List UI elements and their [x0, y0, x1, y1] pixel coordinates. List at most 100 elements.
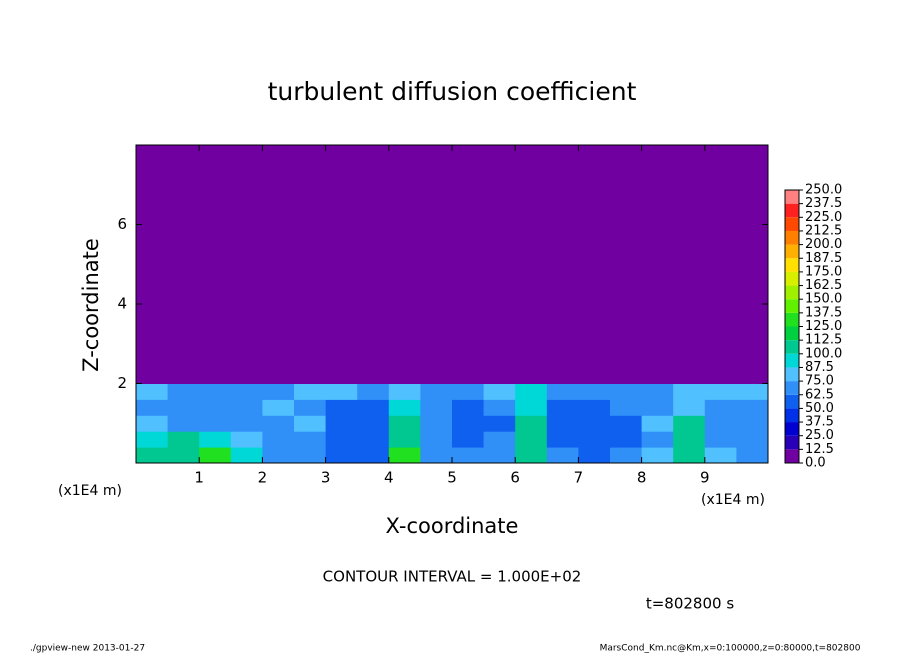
heatmap-cell: [546, 304, 579, 321]
heatmap-cell: [357, 224, 390, 241]
heatmap-cell: [420, 447, 453, 464]
heatmap-cell: [388, 288, 421, 305]
heatmap-cell: [388, 176, 421, 194]
heatmap-cell: [452, 415, 485, 432]
heatmap-cell: [230, 383, 263, 400]
heatmap-cell: [641, 367, 674, 384]
y-tick-label: 4: [117, 295, 127, 313]
heatmap-cell: [420, 224, 453, 241]
heatmap-cell: [388, 224, 421, 241]
heatmap-cell: [578, 319, 611, 337]
heatmap-cell: [357, 399, 390, 416]
heatmap-cell: [610, 351, 643, 369]
colorbar-label: 125.0: [805, 319, 842, 334]
colorbar-swatch: [785, 435, 799, 450]
heatmap-cell: [199, 224, 232, 241]
heatmap-cell: [294, 431, 327, 448]
heatmap-cell: [325, 192, 358, 210]
heatmap-cell: [294, 224, 327, 241]
heatmap-cell: [546, 415, 579, 432]
heatmap-cell: [546, 367, 579, 384]
heatmap-cell: [357, 145, 390, 162]
heatmap-cell: [483, 367, 516, 384]
heatmap-cell: [357, 415, 390, 432]
heatmap-cell: [736, 272, 769, 289]
heatmap-cell: [388, 240, 421, 257]
heatmap-cell: [578, 415, 611, 432]
heatmap-cell: [420, 288, 453, 305]
heatmap-cell: [483, 272, 516, 289]
heatmap-cell: [578, 272, 611, 289]
heatmap-cell: [483, 192, 516, 210]
heatmap-cell: [167, 351, 200, 369]
colorbar-label: 12.5: [805, 442, 834, 457]
y-axis-label: Z-coordinate: [79, 238, 103, 372]
heatmap-cell: [546, 160, 579, 178]
heatmap-cell: [294, 240, 327, 257]
heatmap-cell: [136, 224, 169, 241]
heatmap-cell: [452, 145, 485, 162]
heatmap-cell: [136, 399, 169, 416]
colorbar-swatch: [785, 230, 799, 245]
heatmap-cell: [167, 272, 200, 289]
heatmap-cell: [515, 335, 548, 353]
heatmap-cell: [230, 160, 263, 178]
heatmap-cell: [546, 224, 579, 241]
heatmap-cell: [673, 192, 706, 210]
heatmap-cell: [610, 304, 643, 321]
heatmap-cell: [610, 319, 643, 337]
heatmap-cell: [546, 208, 579, 225]
heatmap-cell: [736, 256, 769, 273]
heatmap-cell: [230, 145, 263, 162]
heatmap-cell: [167, 447, 200, 464]
colorbar-swatch: [785, 408, 799, 423]
heatmap-cell: [262, 145, 295, 162]
heatmap-cell: [452, 240, 485, 257]
y-unit: (x1E4 m): [58, 483, 122, 499]
heatmap-cell: [610, 192, 643, 210]
heatmap-cell: [167, 160, 200, 178]
heatmap-cell: [673, 224, 706, 241]
heatmap-cell: [388, 335, 421, 353]
heatmap-cell: [167, 224, 200, 241]
heatmap-cell: [230, 208, 263, 225]
heatmap-cell: [325, 256, 358, 273]
heatmap-cell: [515, 447, 548, 464]
heatmap-cell: [388, 145, 421, 162]
heatmap-cell: [325, 415, 358, 432]
y-tick-label: 6: [117, 215, 127, 233]
heatmap-cell: [294, 160, 327, 178]
heatmap-cell: [452, 192, 485, 210]
x-unit: (x1E4 m): [701, 492, 765, 508]
heatmap-cell: [515, 224, 548, 241]
heatmap-cell: [610, 240, 643, 257]
x-tick-label: 2: [258, 469, 268, 487]
heatmap-cell: [704, 447, 737, 464]
colorbar-label: 162.5: [805, 278, 842, 293]
heatmap-cell: [262, 288, 295, 305]
colorbar-swatch: [785, 203, 799, 218]
heatmap-cell: [610, 367, 643, 384]
heatmap-cell: [546, 383, 579, 400]
heatmap-cell: [483, 208, 516, 225]
heatmap-cell: [736, 399, 769, 416]
colorbar-label: 175.0: [805, 264, 842, 279]
heatmap-cell: [515, 256, 548, 273]
heatmap-cell: [167, 335, 200, 353]
heatmap-cell: [515, 319, 548, 337]
heatmap-cell: [704, 145, 737, 162]
heatmap-cell: [704, 383, 737, 400]
heatmap-cell: [420, 160, 453, 178]
heatmap-cell: [262, 367, 295, 384]
heatmap-cell: [230, 399, 263, 416]
heatmap-cell: [452, 256, 485, 273]
heatmap-cell: [610, 176, 643, 194]
heatmap-cell: [704, 224, 737, 241]
heatmap-cell: [610, 288, 643, 305]
heatmap-cell: [452, 335, 485, 353]
heatmap-cell: [262, 272, 295, 289]
heatmap-cell: [736, 335, 769, 353]
heatmap-cell: [325, 272, 358, 289]
heatmap-cell: [578, 447, 611, 464]
